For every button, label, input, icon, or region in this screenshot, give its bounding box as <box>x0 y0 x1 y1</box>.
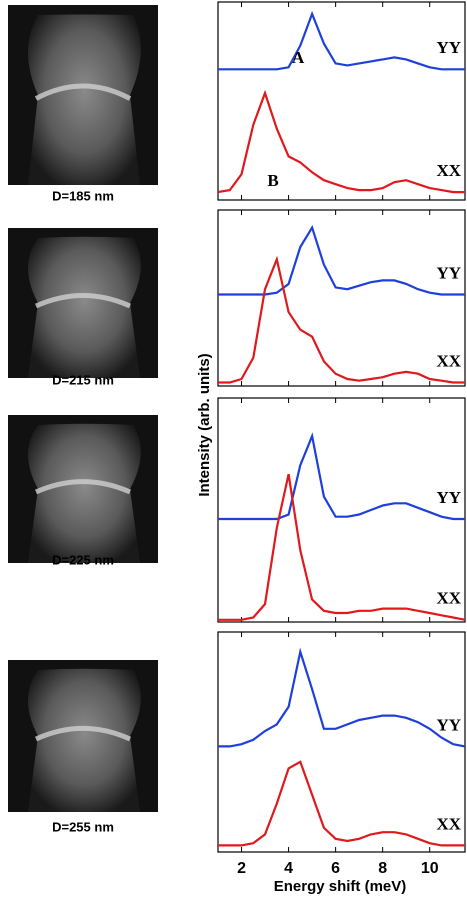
series-label: YY <box>436 263 461 282</box>
image-caption: D=255 nm <box>52 819 114 834</box>
sem-image <box>34 725 132 742</box>
sem-image <box>34 479 132 495</box>
annotation: B <box>267 171 278 190</box>
series-label: YY <box>436 715 461 734</box>
fit-curve <box>218 432 465 521</box>
fit-curve <box>218 10 465 71</box>
sem-image <box>34 83 132 101</box>
series-label: XX <box>436 814 461 833</box>
series-label: XX <box>436 351 461 370</box>
sem-image <box>28 14 141 185</box>
fit-curve <box>218 255 465 384</box>
series-label: YY <box>436 488 461 507</box>
sem-image <box>34 293 132 309</box>
fit-curve <box>218 224 465 296</box>
x-tick-label: 4 <box>284 860 293 877</box>
fit-curve <box>218 473 466 621</box>
annotation: A <box>292 48 305 67</box>
image-caption: D=215 nm <box>52 372 114 387</box>
x-tick-label: 6 <box>331 860 340 877</box>
image-caption: D=225 nm <box>52 552 114 567</box>
series-label: YY <box>436 38 461 57</box>
fit-curve <box>218 647 466 748</box>
series-label: XX <box>436 161 461 180</box>
plot-frame <box>217 209 466 387</box>
y-axis-label: Intensity (arb. units) <box>196 353 213 496</box>
x-tick-label: 10 <box>421 860 439 877</box>
fit-curve <box>217 89 465 194</box>
sem-image <box>28 668 141 812</box>
plot-frame <box>217 631 466 853</box>
x-tick-label: 8 <box>378 860 387 877</box>
image-caption: D=185 nm <box>52 188 114 203</box>
sem-image <box>28 236 141 378</box>
sem-image <box>28 423 141 563</box>
fit-curve <box>218 760 465 847</box>
series-label: XX <box>436 589 461 608</box>
x-axis-label: Energy shift (meV) <box>274 878 407 895</box>
plot-frame <box>217 397 466 623</box>
plot-frame <box>217 1 466 201</box>
x-tick-label: 2 <box>237 860 246 877</box>
